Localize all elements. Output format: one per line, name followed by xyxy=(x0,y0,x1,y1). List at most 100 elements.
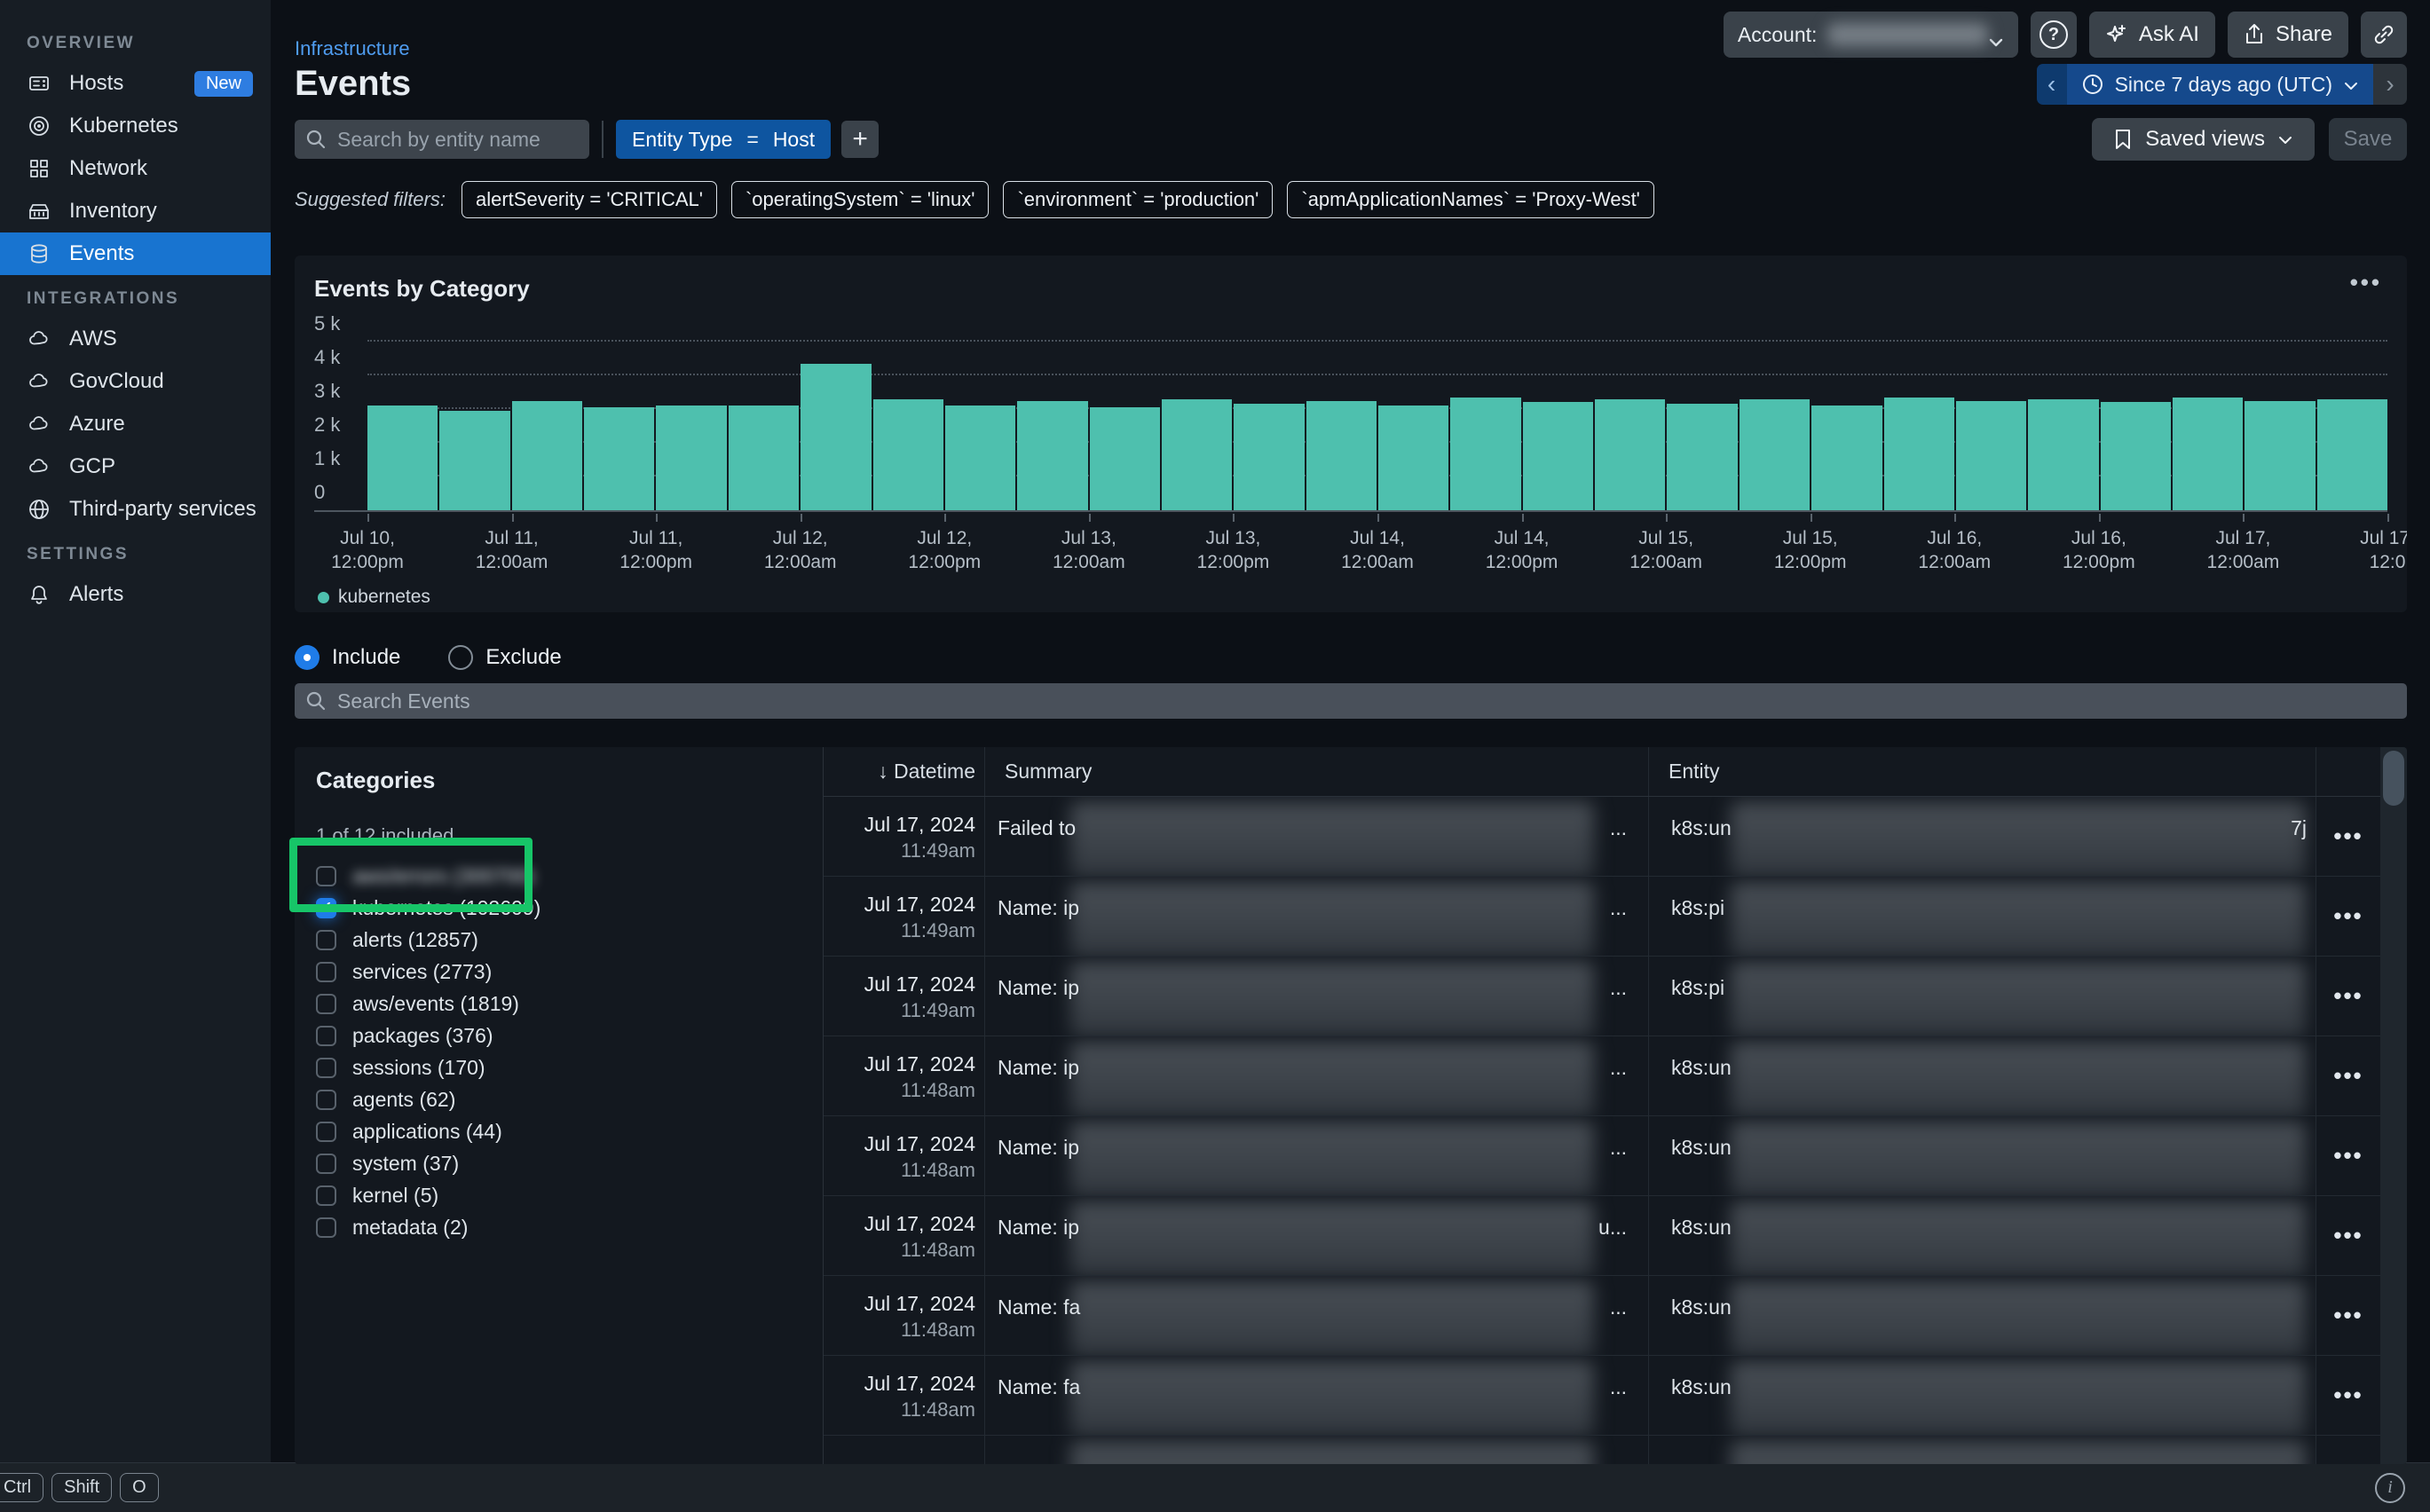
chart-menu-button[interactable]: ••• xyxy=(2345,271,2387,294)
chart-bar[interactable] xyxy=(2172,397,2244,510)
suggested-filter-pill-0[interactable]: alertSeverity = 'CRITICAL' xyxy=(461,181,717,218)
chart-bar[interactable] xyxy=(1955,400,2027,510)
search-events-input[interactable] xyxy=(335,688,2396,714)
column-header-entity[interactable]: Entity xyxy=(1648,747,2316,796)
category-item-kernel[interactable]: kernel (5) xyxy=(316,1179,801,1211)
row-actions-button[interactable]: ••• xyxy=(2316,1036,2380,1115)
sidebar-item-govcloud[interactable]: GovCloud xyxy=(0,360,271,403)
checkbox-icon[interactable] xyxy=(316,1153,336,1174)
sidebar-item-hosts[interactable]: Hosts New xyxy=(0,62,271,105)
chart-bar[interactable] xyxy=(1450,397,1521,510)
category-item-metadata[interactable]: metadata (2) xyxy=(316,1211,801,1243)
chart-bar[interactable] xyxy=(728,406,800,510)
checkbox-icon[interactable] xyxy=(316,1025,336,1046)
account-dropdown[interactable]: Account: xyxy=(1723,12,2018,58)
chart-bar[interactable] xyxy=(1739,398,1811,510)
checkbox-icon[interactable] xyxy=(316,1121,336,1142)
suggested-filter-pill-2[interactable]: `environment` = 'production' xyxy=(1003,181,1274,218)
checkbox-icon[interactable] xyxy=(316,929,336,950)
row-actions-button[interactable]: ••• xyxy=(2316,1196,2380,1275)
table-row[interactable]: Jul 17, 2024 11:48am Name: fa... k8s:un ••• xyxy=(824,1356,2380,1436)
table-scrollbar-thumb[interactable] xyxy=(2383,751,2404,806)
table-row[interactable]: Jul 17, 2024 11:49am Failed to... k8s:un 7j •… xyxy=(824,797,2380,877)
ask-ai-button[interactable]: Ask AI xyxy=(2088,12,2215,58)
chart-bar[interactable] xyxy=(944,406,1016,510)
checkbox-checked-icon[interactable]: ✓ xyxy=(316,897,336,918)
permalink-button[interactable] xyxy=(2361,12,2407,58)
checkbox-icon[interactable] xyxy=(316,1217,336,1238)
chart-bar[interactable] xyxy=(2316,398,2388,510)
checkbox-icon[interactable] xyxy=(316,993,336,1014)
chart-bar[interactable] xyxy=(511,400,583,510)
category-item-system[interactable]: system (37) xyxy=(316,1147,801,1179)
sidebar-item-inventory[interactable]: Inventory xyxy=(0,190,271,232)
chart-bar[interactable] xyxy=(2245,400,2316,510)
chart-bar[interactable] xyxy=(1522,402,1594,510)
save-button[interactable]: Save xyxy=(2329,118,2407,161)
row-actions-button[interactable]: ••• xyxy=(2316,1276,2380,1355)
add-filter-button[interactable]: + xyxy=(841,121,880,158)
include-radio[interactable] xyxy=(295,645,320,670)
chart-bar[interactable] xyxy=(439,410,510,510)
category-item-kubernetes[interactable]: ✓ kubernetes (102609) xyxy=(316,892,801,924)
exclude-radio[interactable] xyxy=(448,645,474,670)
table-row[interactable]: Jul 17, 2024 11:48am Name: fa... k8s:un ••• xyxy=(824,1276,2380,1356)
chart-bar[interactable] xyxy=(1378,406,1449,510)
chart-bar[interactable] xyxy=(1595,398,1666,510)
sidebar-item-kubernetes[interactable]: Kubernetes xyxy=(0,105,271,147)
info-icon[interactable]: i xyxy=(2375,1472,2405,1503)
time-forward-button[interactable]: › xyxy=(2373,64,2407,105)
sidebar-item-aws[interactable]: AWS xyxy=(0,318,271,360)
sidebar-item-gcp[interactable]: GCP xyxy=(0,445,271,488)
breadcrumb[interactable]: Infrastructure xyxy=(295,37,410,59)
saved-views-button[interactable]: Saved views xyxy=(2092,118,2315,161)
legend-label[interactable]: kubernetes xyxy=(338,587,430,607)
table-row[interactable]: Jul 17, 2024 11:49am Name: ip... k8s:pi ••• xyxy=(824,957,2380,1036)
row-actions-button[interactable]: ••• xyxy=(2316,797,2380,876)
help-button[interactable]: ? xyxy=(2030,12,2077,58)
category-item-sessions[interactable]: sessions (170) xyxy=(316,1051,801,1083)
row-actions-button[interactable] xyxy=(2316,1436,2380,1464)
chart-bar[interactable] xyxy=(584,407,655,510)
table-row[interactable]: Jul 17, 2024 11:48am Name: ip u... k8s:un ••• xyxy=(824,1196,2380,1276)
table-row[interactable]: Jul 17, 2024 11:48am Name: ip... k8s:un ••• xyxy=(824,1116,2380,1196)
suggested-filter-pill-1[interactable]: `operatingSystem` = 'linux' xyxy=(730,181,990,218)
checkbox-icon[interactable] xyxy=(316,961,336,982)
chart-bar[interactable] xyxy=(656,406,727,510)
category-item-alerts[interactable]: alerts (12857) xyxy=(316,924,801,956)
category-item-packages[interactable]: packages (376) xyxy=(316,1020,801,1051)
time-range-button[interactable]: Since 7 days ago (UTC) xyxy=(2066,64,2373,105)
column-header-summary[interactable]: Summary xyxy=(984,747,1648,796)
row-actions-button[interactable]: ••• xyxy=(2316,877,2380,956)
sidebar-item-events[interactable]: Events xyxy=(0,232,271,275)
row-actions-button[interactable]: ••• xyxy=(2316,957,2380,1036)
chart-bar[interactable] xyxy=(1306,400,1377,510)
category-item-applications[interactable]: applications (44) xyxy=(316,1115,801,1147)
table-row[interactable] xyxy=(824,1436,2380,1464)
table-row[interactable]: Jul 17, 2024 11:48am Name: ip... k8s:un ••• xyxy=(824,1036,2380,1116)
checkbox-icon[interactable] xyxy=(316,1057,336,1078)
table-row[interactable]: Jul 17, 2024 11:49am Name: ip... k8s:pi ••• xyxy=(824,877,2380,957)
suggested-filter-pill-3[interactable]: `apmApplicationNames` = 'Proxy-West' xyxy=(1287,181,1654,218)
row-actions-button[interactable]: ••• xyxy=(2316,1356,2380,1435)
sidebar-item-azure[interactable]: Azure xyxy=(0,403,271,445)
chart-bar[interactable] xyxy=(1161,398,1233,510)
chart-bar[interactable] xyxy=(1017,400,1088,510)
chart-bar[interactable] xyxy=(801,363,872,510)
chart-bar[interactable] xyxy=(1883,397,1954,510)
category-item-agents[interactable]: agents (62) xyxy=(316,1083,801,1115)
category-item-services[interactable]: services (2773) xyxy=(316,956,801,988)
category-item-aws-errors[interactable]: aws/errors (300700) xyxy=(316,860,801,892)
chart-bar[interactable] xyxy=(1234,404,1305,510)
chart-bar[interactable] xyxy=(872,398,943,510)
checkbox-icon[interactable] xyxy=(316,865,336,886)
checkbox-icon[interactable] xyxy=(316,1185,336,1206)
chart-bar[interactable] xyxy=(1089,407,1160,510)
chart-bar[interactable] xyxy=(2100,402,2171,510)
row-actions-button[interactable]: ••• xyxy=(2316,1116,2380,1195)
sidebar-item-third-party-services[interactable]: Third-party services xyxy=(0,488,271,531)
share-button[interactable]: Share xyxy=(2227,12,2348,58)
checkbox-icon[interactable] xyxy=(316,1089,336,1110)
time-back-button[interactable]: ‹ xyxy=(2036,64,2067,105)
chart-bar[interactable] xyxy=(367,406,438,510)
